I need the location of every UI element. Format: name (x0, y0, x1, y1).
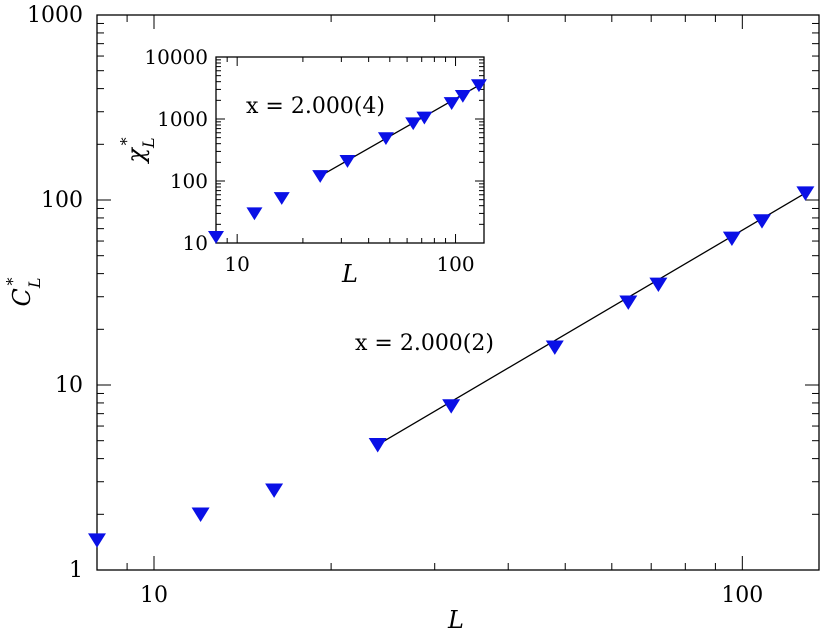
main-plot: 10 100 1 10 100 1000 x = 2.000(2) L CL* (3, 3, 820, 634)
data-point (191, 507, 210, 522)
data-point (377, 132, 394, 146)
data-point (545, 340, 564, 355)
y-tick-label: 1000 (27, 3, 83, 28)
data-point (246, 207, 263, 221)
inset-plot: 10 100 10 100 1000 10000 x = 2.000(4) L χL* (117, 45, 487, 288)
data-point (752, 214, 771, 229)
x-tick-label: 10 (140, 583, 168, 608)
y-tick-label: 1 (69, 558, 83, 583)
data-point (442, 399, 461, 414)
data-point (416, 111, 433, 125)
y-tick-label: 10 (183, 231, 208, 255)
main-x-axis-label: L (447, 606, 464, 634)
x-tick-label: 100 (436, 252, 474, 276)
data-point (273, 192, 290, 205)
main-y-axis-label: CL* (3, 278, 44, 307)
data-point (405, 117, 422, 131)
inset-tick-labels: 10 100 10 100 1000 10000 (144, 45, 474, 276)
main-ticks (96, 14, 819, 571)
data-point (312, 170, 329, 183)
data-point (368, 438, 387, 453)
y-tick-label: 100 (41, 188, 83, 213)
data-point (339, 155, 356, 168)
inset-y-axis-label: χL* (117, 137, 158, 164)
y-tick-label: 10 (55, 373, 83, 398)
inset-markers (208, 79, 487, 244)
main-tick-labels: 10 100 1 10 100 1000 (27, 3, 763, 608)
inset-x-axis-label: L (341, 260, 358, 288)
data-point (796, 186, 815, 201)
inset-plot-frame (215, 56, 485, 244)
main-fit-annotation: x = 2.000(2) (355, 331, 494, 356)
main-plot-frame (96, 14, 820, 571)
data-point (619, 295, 638, 310)
y-tick-label: 100 (170, 169, 208, 193)
data-point (454, 89, 471, 103)
data-point (88, 533, 106, 548)
y-tick-label: 1000 (157, 107, 208, 131)
inset-fit-annotation: x = 2.000(4) (246, 94, 385, 119)
y-tick-label: 10000 (144, 45, 208, 69)
data-point (470, 79, 487, 93)
data-point (265, 483, 284, 498)
x-tick-label: 10 (224, 252, 249, 276)
data-point (443, 97, 460, 110)
x-tick-label: 100 (721, 583, 763, 608)
data-point (208, 230, 224, 244)
main-markers (88, 186, 815, 548)
data-point (649, 277, 668, 292)
data-point (722, 231, 741, 247)
